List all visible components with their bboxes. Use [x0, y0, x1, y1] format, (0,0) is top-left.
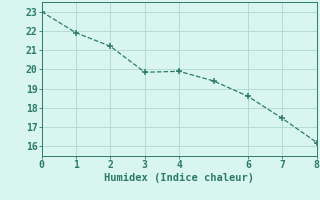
X-axis label: Humidex (Indice chaleur): Humidex (Indice chaleur)	[104, 173, 254, 183]
